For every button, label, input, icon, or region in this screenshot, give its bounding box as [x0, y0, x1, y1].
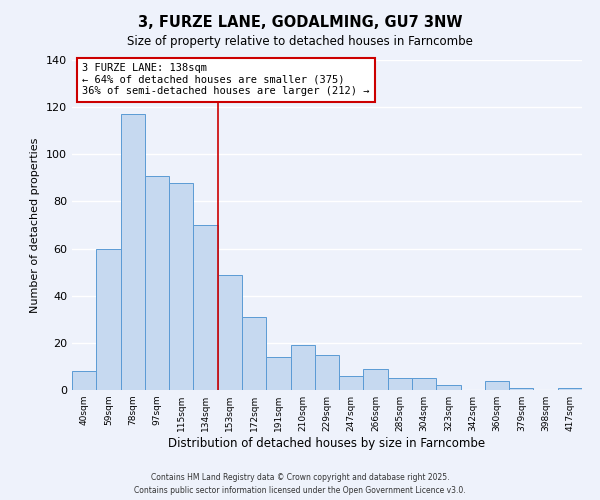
Bar: [145, 176, 169, 390]
Bar: [121, 114, 145, 390]
Text: 3, FURZE LANE, GODALMING, GU7 3NW: 3, FURZE LANE, GODALMING, GU7 3NW: [138, 15, 462, 30]
Text: Contains HM Land Registry data © Crown copyright and database right 2025.
Contai: Contains HM Land Registry data © Crown c…: [134, 473, 466, 495]
Bar: [193, 225, 218, 390]
Bar: [218, 274, 242, 390]
Bar: [558, 388, 582, 390]
Bar: [436, 386, 461, 390]
Y-axis label: Number of detached properties: Number of detached properties: [31, 138, 40, 312]
X-axis label: Distribution of detached houses by size in Farncombe: Distribution of detached houses by size …: [169, 437, 485, 450]
Bar: [169, 182, 193, 390]
Bar: [388, 378, 412, 390]
Bar: [364, 369, 388, 390]
Bar: [412, 378, 436, 390]
Bar: [315, 354, 339, 390]
Bar: [509, 388, 533, 390]
Bar: [485, 380, 509, 390]
Bar: [290, 345, 315, 390]
Bar: [266, 357, 290, 390]
Bar: [242, 317, 266, 390]
Bar: [96, 248, 121, 390]
Text: 3 FURZE LANE: 138sqm
← 64% of detached houses are smaller (375)
36% of semi-deta: 3 FURZE LANE: 138sqm ← 64% of detached h…: [82, 64, 370, 96]
Bar: [339, 376, 364, 390]
Text: Size of property relative to detached houses in Farncombe: Size of property relative to detached ho…: [127, 35, 473, 48]
Bar: [72, 371, 96, 390]
